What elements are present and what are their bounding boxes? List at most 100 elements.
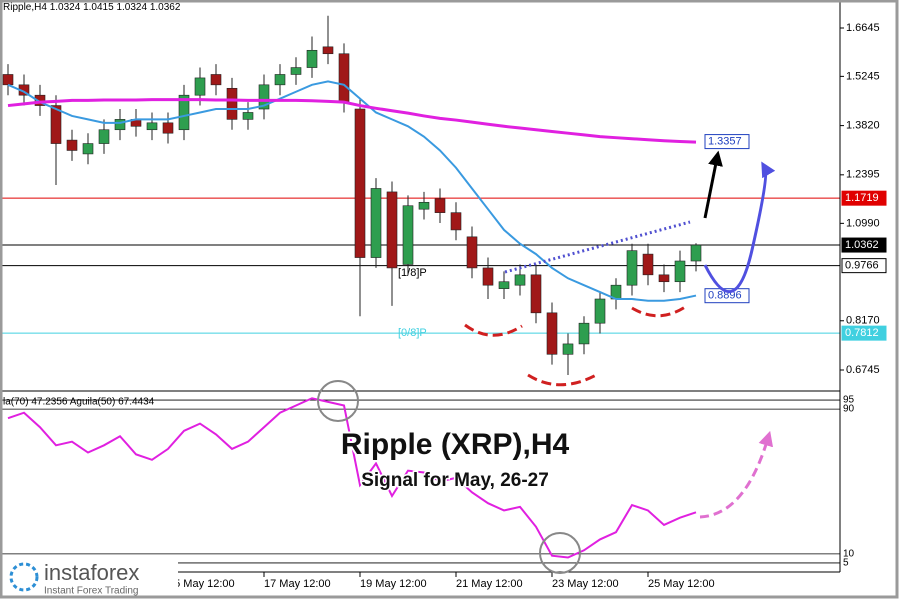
candle-body xyxy=(450,212,462,231)
candle-body xyxy=(626,250,638,286)
candle-body xyxy=(690,244,702,262)
overlay-subtitle: Signal for May, 26-27 xyxy=(361,470,549,491)
candle-body xyxy=(66,139,78,151)
level-label-box xyxy=(841,237,887,253)
y-tick-label: 1.0990 xyxy=(846,217,880,229)
x-tick-label: 25 May 12:00 xyxy=(648,578,715,590)
highlight-circle xyxy=(539,532,581,574)
chart-header: Ripple,H4 1.0324 1.0415 1.0324 1.0362 xyxy=(3,2,181,13)
candle-body xyxy=(242,112,254,120)
candle-body xyxy=(530,274,542,314)
highlight-circle xyxy=(317,380,359,422)
candle-body xyxy=(594,298,606,324)
candle-body xyxy=(418,201,430,210)
indicator-line xyxy=(7,397,697,559)
ohlc-value: 1.0362 xyxy=(150,2,181,13)
x-tick-label: 15 May 12:00 xyxy=(168,578,235,590)
candle-body xyxy=(386,191,398,269)
level-label-box xyxy=(704,134,750,150)
level-label: 1.3357 xyxy=(708,135,742,147)
y-tick-label: 0.6745 xyxy=(846,364,880,376)
candle-body xyxy=(306,49,318,68)
candle-body xyxy=(290,67,302,75)
candle-body xyxy=(226,87,238,120)
candle-body xyxy=(434,198,446,213)
level-label: 1.1719 xyxy=(845,192,879,204)
candle-body xyxy=(210,74,222,86)
ohlc-value: 1.0324 xyxy=(50,2,81,13)
indicator-label: la(70) 47.2356 Aguila(50) 67.4434 xyxy=(3,397,155,408)
candle-body xyxy=(98,129,110,144)
y-tick-label: 1.3820 xyxy=(846,120,880,132)
overlay-title: Ripple (XRP),H4 xyxy=(341,428,570,461)
candle-body xyxy=(402,205,414,265)
indicator-tick-label: 5 xyxy=(843,558,849,569)
symbol-label: Ripple,H4 xyxy=(3,2,47,13)
moving-average xyxy=(7,80,697,302)
ohlc-value: 1.0415 xyxy=(83,2,114,13)
candle-body xyxy=(546,312,558,355)
murray-label: [0/8]P xyxy=(398,327,427,339)
up-arrow xyxy=(703,150,723,219)
candle-body xyxy=(194,77,206,96)
level-label-box xyxy=(841,325,887,341)
head xyxy=(527,372,599,387)
candle-body xyxy=(2,74,14,86)
shoulder-left xyxy=(464,323,523,337)
indicator-arrow xyxy=(699,430,774,519)
candle-body xyxy=(578,322,590,345)
candle-body xyxy=(370,188,382,258)
candle-body xyxy=(354,108,366,258)
candle-body xyxy=(34,94,46,106)
candle-body xyxy=(658,274,670,283)
y-tick-label: 1.6645 xyxy=(846,22,880,34)
candle-body xyxy=(258,84,270,110)
candle-body xyxy=(322,46,334,55)
indicator-tick-label: 95 xyxy=(843,395,855,406)
indicator-tick-label: 10 xyxy=(843,549,855,560)
moving-average xyxy=(7,98,697,144)
trend-line xyxy=(504,220,691,274)
plot-layer: Ripple,H4 1.0324 1.0415 1.0324 1.0362 1.6… xyxy=(0,2,887,590)
candle-body xyxy=(466,236,478,269)
level-label: 0.8896 xyxy=(708,290,742,302)
y-tick-label: 0.8170 xyxy=(846,315,880,327)
level-label-box xyxy=(841,258,887,274)
candle-body xyxy=(514,274,526,286)
x-tick-label: 21 May 12:00 xyxy=(456,578,523,590)
x-tick-label: 17 May 12:00 xyxy=(264,578,331,590)
level-label: 0.9766 xyxy=(845,260,879,272)
forecast-arrow xyxy=(703,161,776,294)
ohlc-value: 1.0324 xyxy=(116,2,147,13)
candle-body xyxy=(162,122,174,134)
y-tick-label: 1.2395 xyxy=(846,169,880,181)
logo-box xyxy=(0,556,178,600)
candle-body xyxy=(482,267,494,286)
logo-text: instaforex xyxy=(44,560,139,585)
candle-body xyxy=(50,105,62,144)
x-tick-label: 19 May 12:00 xyxy=(360,578,427,590)
x-tick-label: 23 May 12:00 xyxy=(552,578,619,590)
indicator-tick-label: 90 xyxy=(843,404,855,415)
candle-body xyxy=(274,74,286,86)
shoulder-right xyxy=(631,303,689,318)
candle-body xyxy=(114,119,126,131)
logo-tagline: Instant Forex Trading xyxy=(44,586,139,597)
candle-body xyxy=(562,343,574,355)
level-label-box xyxy=(841,190,887,206)
candle-body xyxy=(82,143,94,155)
level-label: 0.7812 xyxy=(845,327,879,339)
level-label-box xyxy=(704,288,750,304)
level-label: 1.0362 xyxy=(845,239,879,251)
candle-body xyxy=(146,122,158,131)
y-tick-label: 1.5245 xyxy=(846,70,880,82)
candle-body xyxy=(674,260,686,283)
candle-body xyxy=(498,281,510,289)
candle-body xyxy=(338,53,350,103)
murray-label: [1/8]P xyxy=(398,267,427,279)
logo-icon xyxy=(9,562,39,592)
